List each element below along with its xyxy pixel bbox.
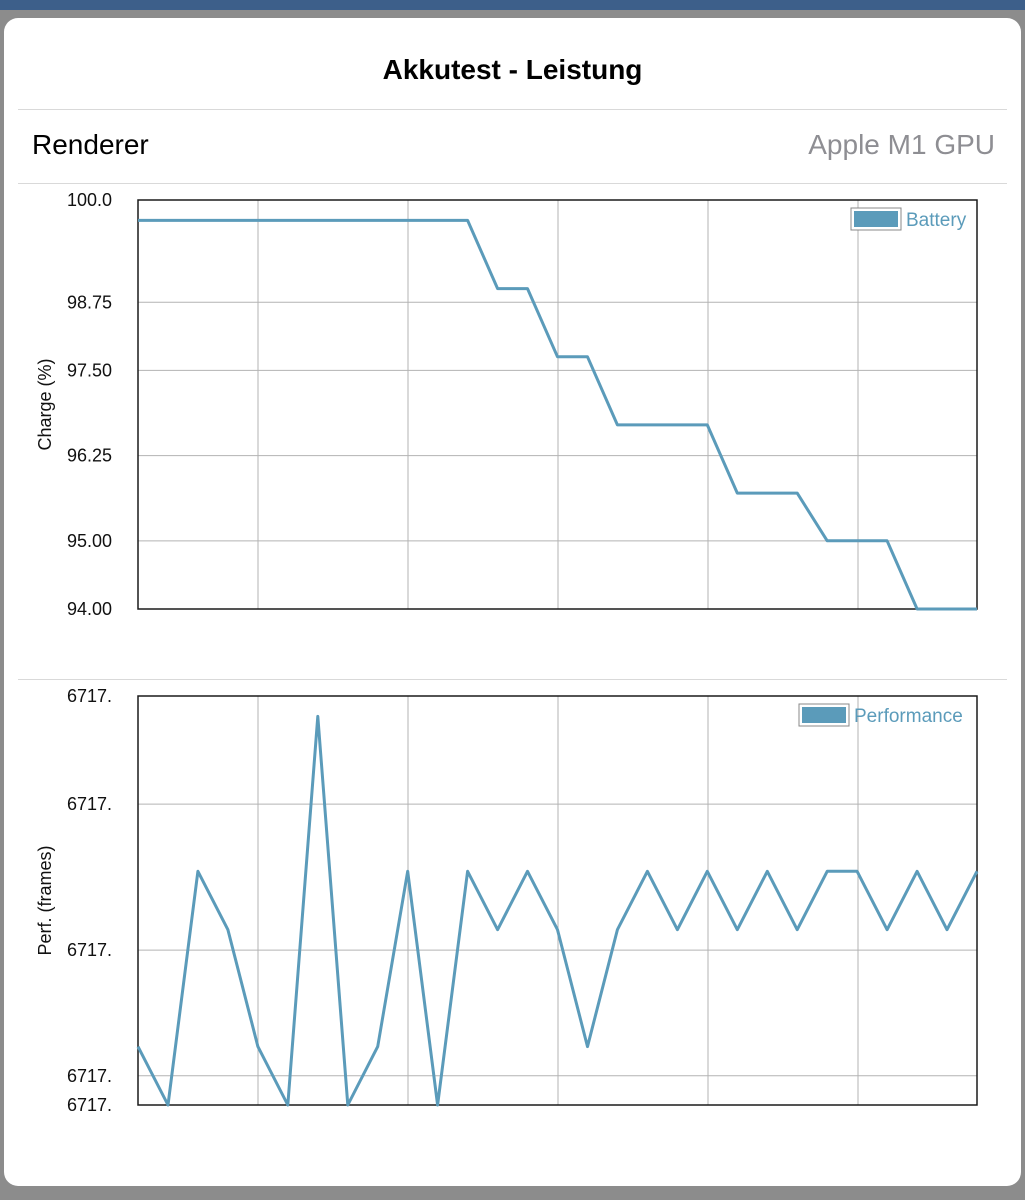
battery-test-dialog: Akkutest - Leistung Renderer Apple M1 GP… bbox=[4, 18, 1021, 1186]
battery-legend-swatch bbox=[854, 211, 898, 227]
perf-ytick-label: 6717. bbox=[67, 1066, 112, 1086]
window-top-bar bbox=[0, 0, 1025, 10]
perf-legend-swatch bbox=[802, 707, 846, 723]
battery-ytick-label: 98.75 bbox=[67, 292, 112, 312]
performance-chart: 6717. 6717. 6717. 6717. 6717. Perf. (frames) P… bbox=[35, 686, 979, 1114]
renderer-label: Renderer bbox=[32, 129, 149, 160]
perf-legend-label: Performance bbox=[854, 706, 963, 727]
renderer-divider bbox=[18, 183, 1007, 184]
perf-ytick-label: 6717. bbox=[67, 940, 112, 960]
battery-ytick-label: 94.00 bbox=[67, 599, 112, 619]
battery-y-axis-title: Charge (%) bbox=[35, 358, 55, 450]
perf-ytick-label: 6717. bbox=[67, 794, 112, 814]
battery-ytick-label: 97.50 bbox=[67, 360, 112, 380]
title-divider bbox=[18, 109, 1007, 110]
perf-ytick-label: 6717. bbox=[67, 686, 112, 706]
battery-legend-label: Battery bbox=[906, 210, 967, 231]
battery-ytick-label: 100.0 bbox=[67, 190, 112, 210]
perf-ytick-label: 6717. bbox=[67, 1095, 112, 1114]
battery-ytick-label: 95.00 bbox=[67, 531, 112, 551]
battery-plot-frame bbox=[137, 199, 978, 610]
chart-divider bbox=[18, 679, 1007, 680]
perf-plot-frame bbox=[137, 695, 978, 1106]
battery-chart: 100.0 98.75 97.50 96.25 95.00 94.00 Charge (%)… bbox=[35, 190, 978, 619]
perf-series-line bbox=[136, 714, 979, 1107]
battery-ytick-label: 96.25 bbox=[67, 446, 112, 466]
renderer-value: Apple M1 GPU bbox=[808, 129, 995, 160]
perf-y-axis-title: Perf. (frames) bbox=[35, 845, 55, 955]
dialog-title: Akkutest - Leistung bbox=[382, 54, 643, 85]
battery-series-line bbox=[138, 218, 977, 611]
